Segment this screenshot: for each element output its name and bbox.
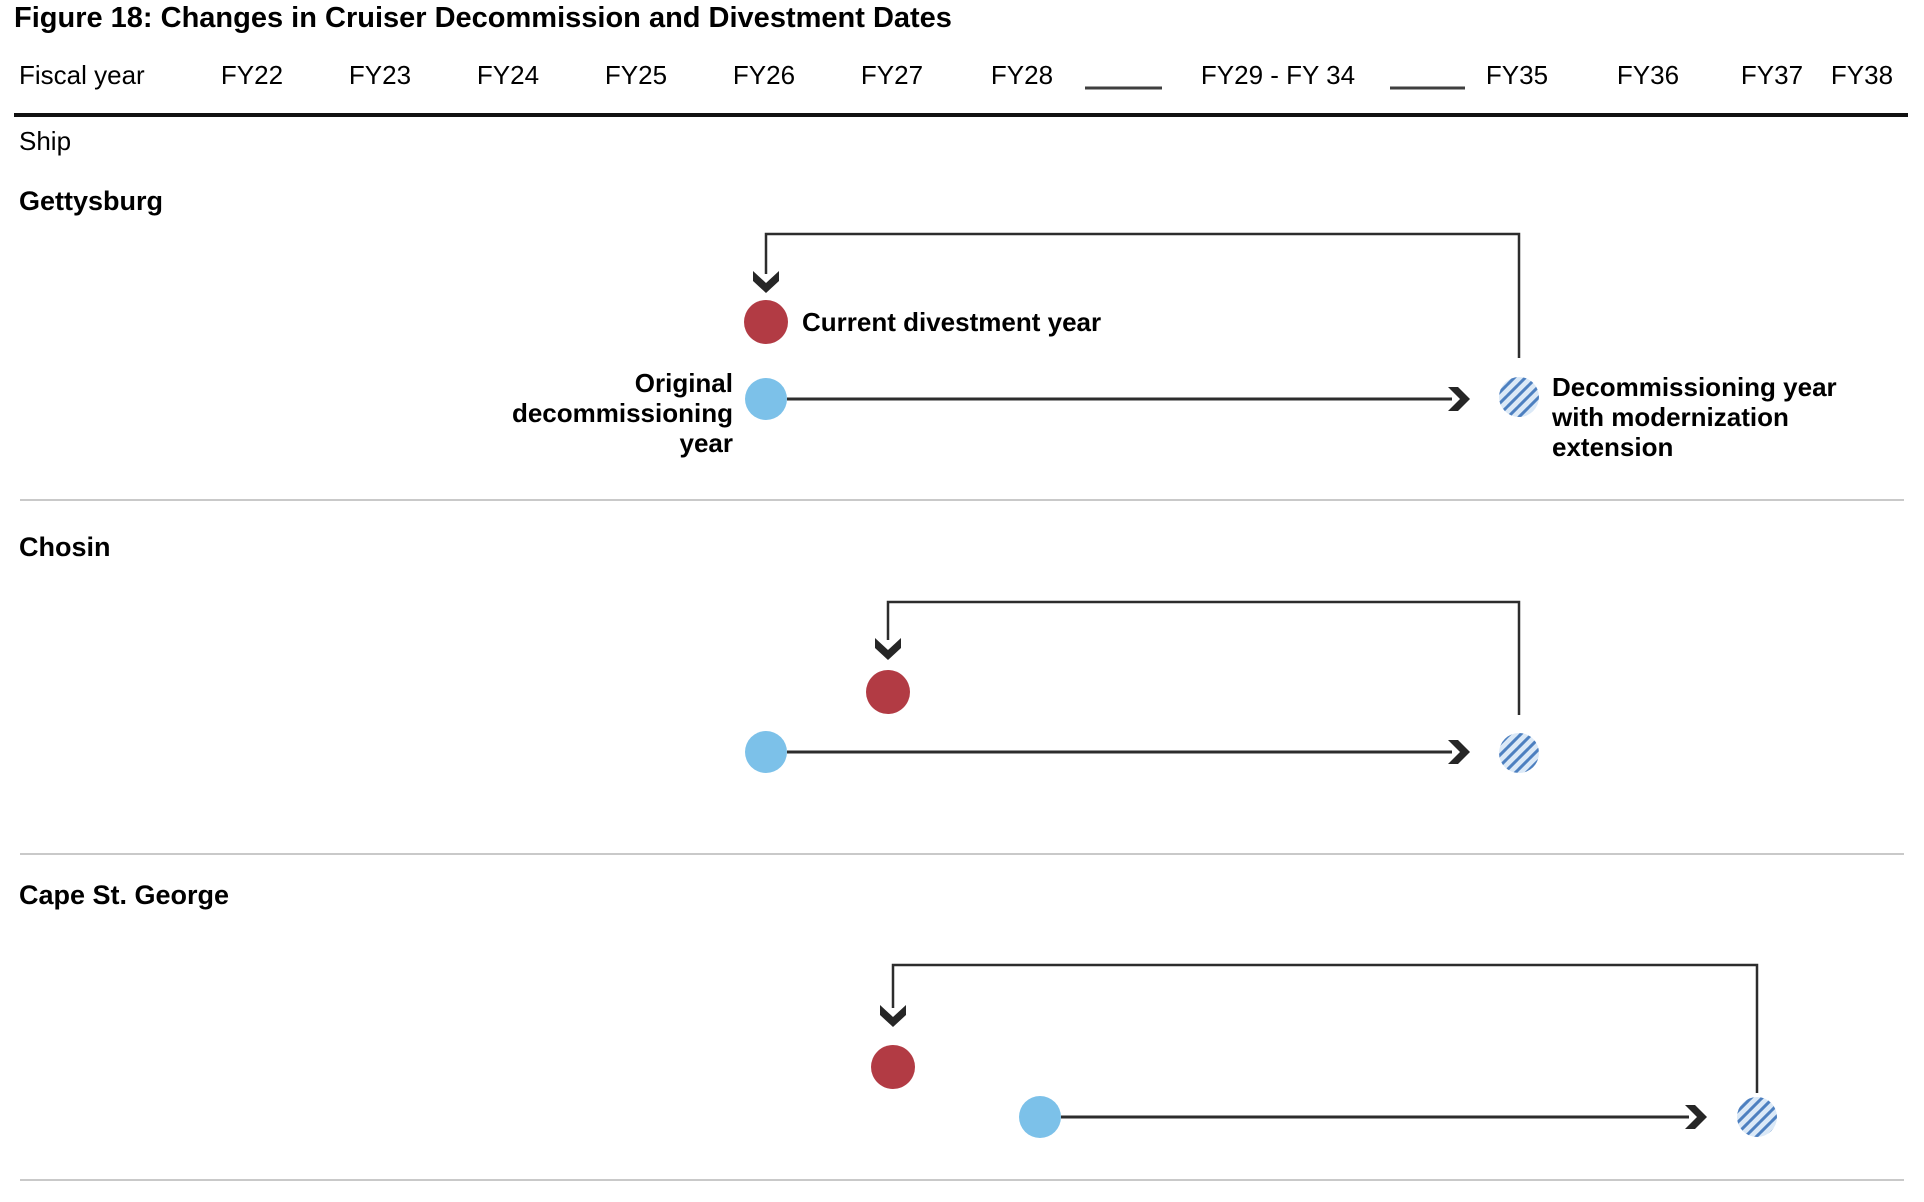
- gettysburg-right-arrowhead-icon: [1448, 387, 1470, 411]
- annotation-original-decommissioning-year: Original decommissioning year: [511, 368, 733, 458]
- gettysburg-row-graphic: [744, 232, 1539, 420]
- annotation-current-divestment-year: Current divestment year: [802, 307, 1102, 337]
- year-label-fy27: FY27: [860, 60, 924, 90]
- year-label-fy23: FY23: [348, 60, 412, 90]
- chosin-divestment-marker: [866, 670, 910, 714]
- chosin-original-decommissioning-marker: [745, 731, 787, 773]
- ship-name-cape-st-george: Cape St. George: [19, 880, 230, 910]
- cape-st-george-row-graphic: [871, 963, 1777, 1138]
- cape-divestment-marker: [871, 1045, 915, 1089]
- cape-right-arrowhead-icon: [1685, 1105, 1707, 1129]
- chosin-modernization-extension-marker: [1499, 733, 1539, 773]
- year-label-fy38: FY38: [1830, 60, 1894, 90]
- figure-title: Figure 18: Changes in Cruiser Decommissi…: [14, 2, 952, 34]
- annotation-modernization-extension: Decommissioning year with modernization …: [1552, 372, 1837, 462]
- cape-down-arrowhead-icon: [880, 1005, 906, 1027]
- header-rule: [14, 113, 1908, 117]
- chosin-extension-bracket: [886, 600, 1521, 715]
- cape-original-decommissioning-marker: [1019, 1096, 1061, 1138]
- year-label-fy26: FY26: [732, 60, 796, 90]
- chosin-right-arrowhead-icon: [1448, 740, 1470, 764]
- ship-name-chosin: Chosin: [19, 532, 111, 562]
- ship-name-gettysburg: Gettysburg: [19, 186, 164, 216]
- cape-extension-bracket: [891, 963, 1759, 1093]
- chosin-row-graphic: [745, 600, 1539, 773]
- year-label-fy35: FY35: [1485, 60, 1549, 90]
- gettysburg-divestment-marker: [744, 300, 788, 344]
- cape-modernization-extension-marker: [1737, 1097, 1777, 1137]
- gettysburg-modernization-extension-marker: [1499, 377, 1539, 417]
- gettysburg-original-decommissioning-marker: [745, 378, 787, 420]
- ship-column-label: Ship: [19, 126, 72, 156]
- chosin-down-arrowhead-icon: [875, 638, 901, 660]
- year-label-fy37: FY37: [1740, 60, 1804, 90]
- year-label-fy28: FY28: [990, 60, 1054, 90]
- gettysburg-down-arrowhead-icon: [753, 271, 779, 293]
- year-label-fy36: FY36: [1616, 60, 1680, 90]
- year-label-fy22: FY22: [220, 60, 284, 90]
- year-label-fy25: FY25: [604, 60, 668, 90]
- fiscal-year-axis-label: Fiscal year: [19, 60, 145, 90]
- year-label-fy29-fy34: FY29 - FY 34: [1200, 60, 1356, 90]
- gettysburg-extension-bracket: [764, 232, 1521, 358]
- year-label-fy24: FY24: [476, 60, 540, 90]
